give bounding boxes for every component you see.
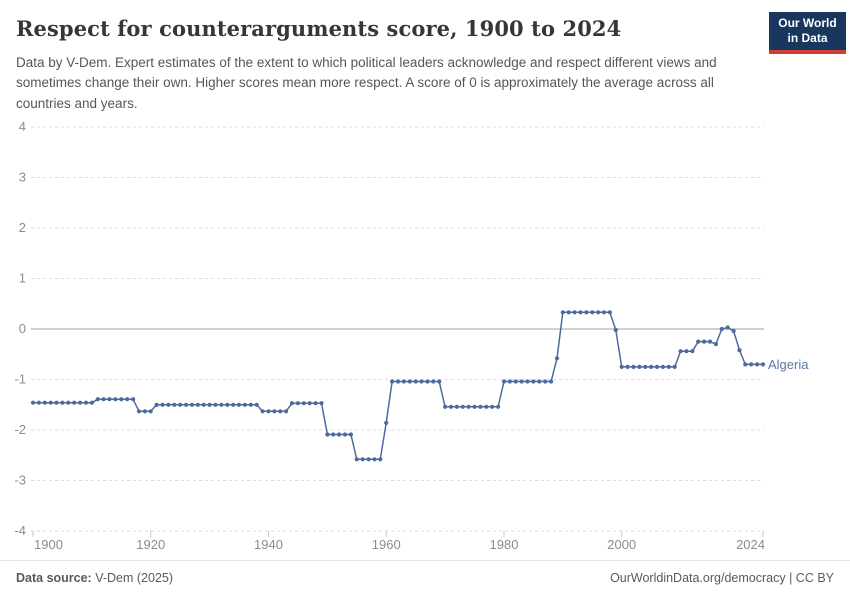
svg-text:-2: -2 <box>14 422 26 437</box>
svg-text:1960: 1960 <box>372 537 401 552</box>
svg-text:1940: 1940 <box>254 537 283 552</box>
svg-text:Algeria: Algeria <box>768 357 809 372</box>
svg-text:1900: 1900 <box>34 537 63 552</box>
owid-url-link[interactable]: OurWorldinData.org/democracy <box>610 571 786 585</box>
svg-text:2000: 2000 <box>607 537 636 552</box>
data-source: Data source: V-Dem (2025) <box>16 571 173 585</box>
svg-text:-1: -1 <box>14 372 26 387</box>
svg-text:1: 1 <box>19 271 26 286</box>
svg-text:0: 0 <box>19 321 26 336</box>
entity-label[interactable]: Algeria <box>768 357 809 372</box>
svg-text:4: 4 <box>19 119 26 134</box>
svg-text:3: 3 <box>19 170 26 185</box>
svg-text:-3: -3 <box>14 473 26 488</box>
svg-text:2: 2 <box>19 220 26 235</box>
owid-logo-text: Our World in Data <box>778 16 837 45</box>
data-source-value: V-Dem (2025) <box>95 571 174 585</box>
svg-text:1920: 1920 <box>136 537 165 552</box>
data-line <box>33 311 763 461</box>
x-axis: 1900 1920 1940 1960 1980 2000 2024 <box>32 531 765 552</box>
svg-text:2024: 2024 <box>736 537 765 552</box>
y-grid: 4 3 2 1 0 -1 -2 -3 -4 <box>14 119 764 538</box>
data-points[interactable] <box>30 310 766 462</box>
svg-text:1980: 1980 <box>490 537 519 552</box>
chart-subtitle: Data by V-Dem. Expert estimates of the e… <box>16 55 717 111</box>
footer: Data source: V-Dem (2025) OurWorldinData… <box>0 560 850 600</box>
svg-text:-4: -4 <box>14 523 26 538</box>
footer-right: OurWorldinData.org/democracy | CC BY <box>610 571 834 585</box>
chart-title: Respect for counterarguments score, 1900… <box>16 16 622 41</box>
owid-logo[interactable]: Our World in Data <box>769 12 846 54</box>
license-text: | CC BY <box>789 571 834 585</box>
data-source-label: Data source: <box>16 571 92 585</box>
